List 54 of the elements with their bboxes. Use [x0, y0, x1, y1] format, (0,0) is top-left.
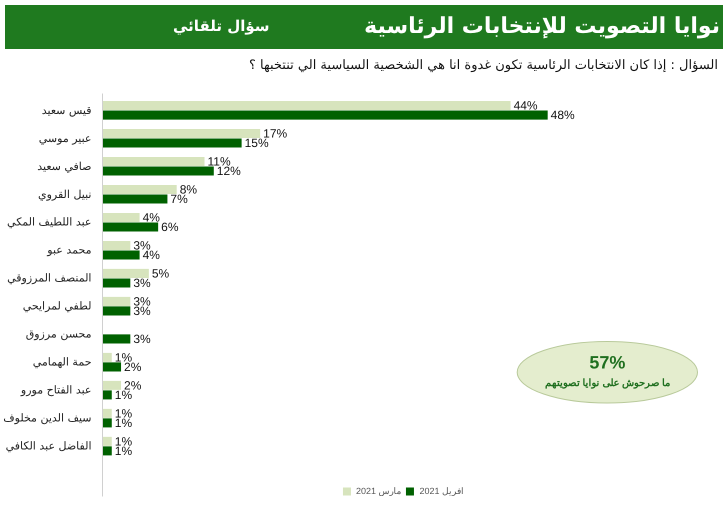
data-label: 4%: [142, 210, 160, 224]
bar: [102, 250, 140, 260]
text: السؤال : إذا كان الانتخابات الرئاسية تكون غدوة انا هي الشخصية السياسية الي تنتخبها ؟: [248, 57, 719, 75]
y-tick-label: حمة الهمامي: [32, 356, 92, 369]
y-tick-label: المنصف المرزوقي: [7, 272, 92, 285]
bar: [102, 101, 511, 110]
y-tick-label: عبد الفتاح مورو: [20, 384, 92, 397]
data-label: 3%: [133, 332, 151, 346]
data-label: 48%: [550, 108, 576, 122]
bar: [102, 156, 205, 166]
data-label: 6%: [161, 220, 179, 234]
bar: [102, 446, 112, 456]
bar: [102, 362, 122, 372]
bar: [102, 138, 242, 148]
legend-label: مارس 2021: [356, 486, 402, 496]
bar: [102, 390, 112, 400]
y-tick-label: نبيل القروي: [38, 188, 92, 201]
bar: [102, 296, 130, 306]
bar: [102, 110, 548, 120]
bar: [102, 268, 149, 278]
bar: [102, 418, 112, 428]
bar: [102, 222, 158, 232]
y-tick-label: سيف الدين مخلوف: [3, 412, 92, 425]
bar: [102, 166, 214, 176]
bar: [102, 352, 112, 362]
y-tick-label: محسن مرزوق: [26, 328, 92, 341]
legend-label: افريل 2021: [420, 486, 464, 496]
y-tick-label: صافي سعيد: [37, 160, 92, 173]
bar: [102, 129, 260, 138]
data-label: 3%: [133, 276, 151, 290]
annotation: ما صرحوش على نوايا تصويتهم: [544, 378, 670, 389]
y-tick-label: لطفي لمرايحي: [22, 300, 92, 313]
data-label: 5%: [152, 266, 170, 280]
bar: [102, 212, 140, 222]
bar: [102, 306, 130, 316]
text: 57%: [589, 352, 626, 372]
y-tick-label: عبير موسي: [38, 132, 92, 145]
bar: [102, 408, 112, 418]
y-tick-label: قيس سعيد: [42, 104, 92, 117]
bar: [102, 278, 130, 288]
data-label: 44%: [514, 98, 538, 113]
bar: [102, 380, 122, 390]
bar: [102, 184, 177, 194]
y-tick-label: الفاضل عبد الكافي: [6, 440, 92, 453]
bar: [102, 240, 130, 250]
y-tick-label: عبد اللطيف المكي: [7, 216, 92, 229]
chart-subtitle: سؤال تلقائي: [173, 16, 270, 38]
chart-title: نوايا التصويت للإنتخابات الرئاسية: [364, 13, 720, 42]
data-label: 15%: [244, 136, 269, 150]
bar: [102, 194, 168, 204]
y-tick-label: محمد عبو: [46, 244, 92, 257]
data-label: 12%: [216, 164, 242, 178]
bar: [102, 436, 112, 446]
bar: [102, 334, 130, 344]
